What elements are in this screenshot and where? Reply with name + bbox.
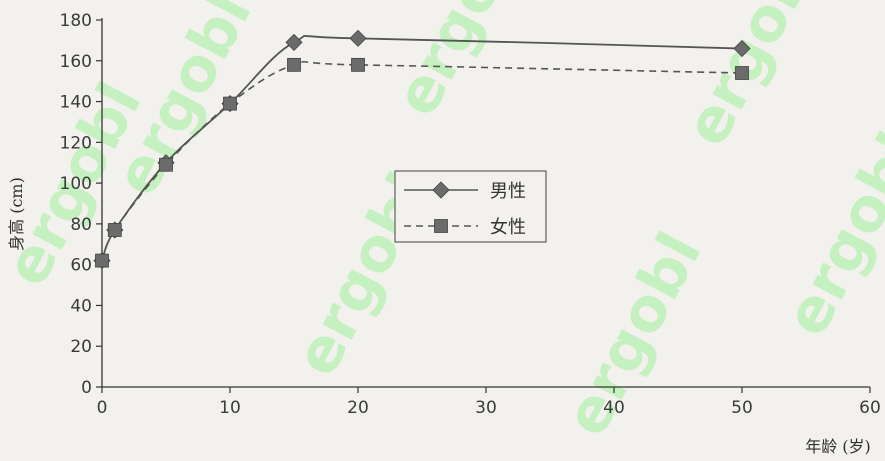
data-point-diamond (349, 29, 367, 47)
x-tick-label: 20 (347, 398, 369, 418)
series-line (101, 60, 743, 261)
data-point-square (95, 253, 109, 268)
y-tick-label: 0 (81, 378, 92, 398)
x-tick-label: 0 (97, 398, 108, 418)
y-tick-label: 80 (70, 215, 92, 235)
x-tick-label: 30 (475, 398, 497, 418)
y-tick-label: 160 (60, 52, 92, 72)
x-tick-label: 60 (859, 398, 881, 418)
legend-diamond-icon (432, 181, 450, 199)
data-point-square (351, 57, 365, 72)
y-tick-label: 180 (60, 11, 92, 31)
y-tick-label: 60 (70, 256, 92, 276)
legend-box (394, 170, 547, 243)
series-female (95, 57, 749, 268)
data-point-square (107, 223, 122, 237)
legend-label: 男性 (490, 181, 526, 202)
watermark-text: ergobl (671, 0, 835, 157)
watermark-text: ergobl (551, 222, 715, 447)
data-point-square (223, 96, 237, 111)
watermark-text: ergobl (381, 0, 545, 127)
y-tick-label: 40 (70, 296, 92, 316)
x-axis-title: 年龄 (岁) (805, 437, 871, 456)
series-layer (93, 29, 751, 270)
data-point-diamond (285, 33, 303, 51)
y-tick-label: 140 (60, 93, 92, 113)
y-axis-title: 身高 (cm) (7, 177, 26, 251)
legend-label: 女性 (490, 217, 526, 238)
data-point-square (287, 57, 301, 72)
x-tick-label: 40 (603, 398, 625, 418)
legend-entry: 女性 (404, 217, 526, 238)
watermark-text: ergobl (771, 122, 885, 347)
axes: 0 20 40 60 80 100 120 140 160 180 0 10 20 30 40 50 60 (60, 11, 881, 418)
data-point-diamond (733, 39, 751, 58)
x-tick-label: 50 (731, 398, 753, 418)
y-tick-label: 120 (60, 133, 92, 153)
legend-square-icon (434, 219, 448, 233)
data-point-square (735, 66, 749, 80)
y-tick-label: 20 (70, 337, 92, 357)
data-point-square (159, 157, 173, 172)
x-tick-label: 10 (219, 398, 241, 418)
legend-entry: 男性 (404, 181, 526, 202)
y-tick-label: 100 (60, 174, 92, 194)
